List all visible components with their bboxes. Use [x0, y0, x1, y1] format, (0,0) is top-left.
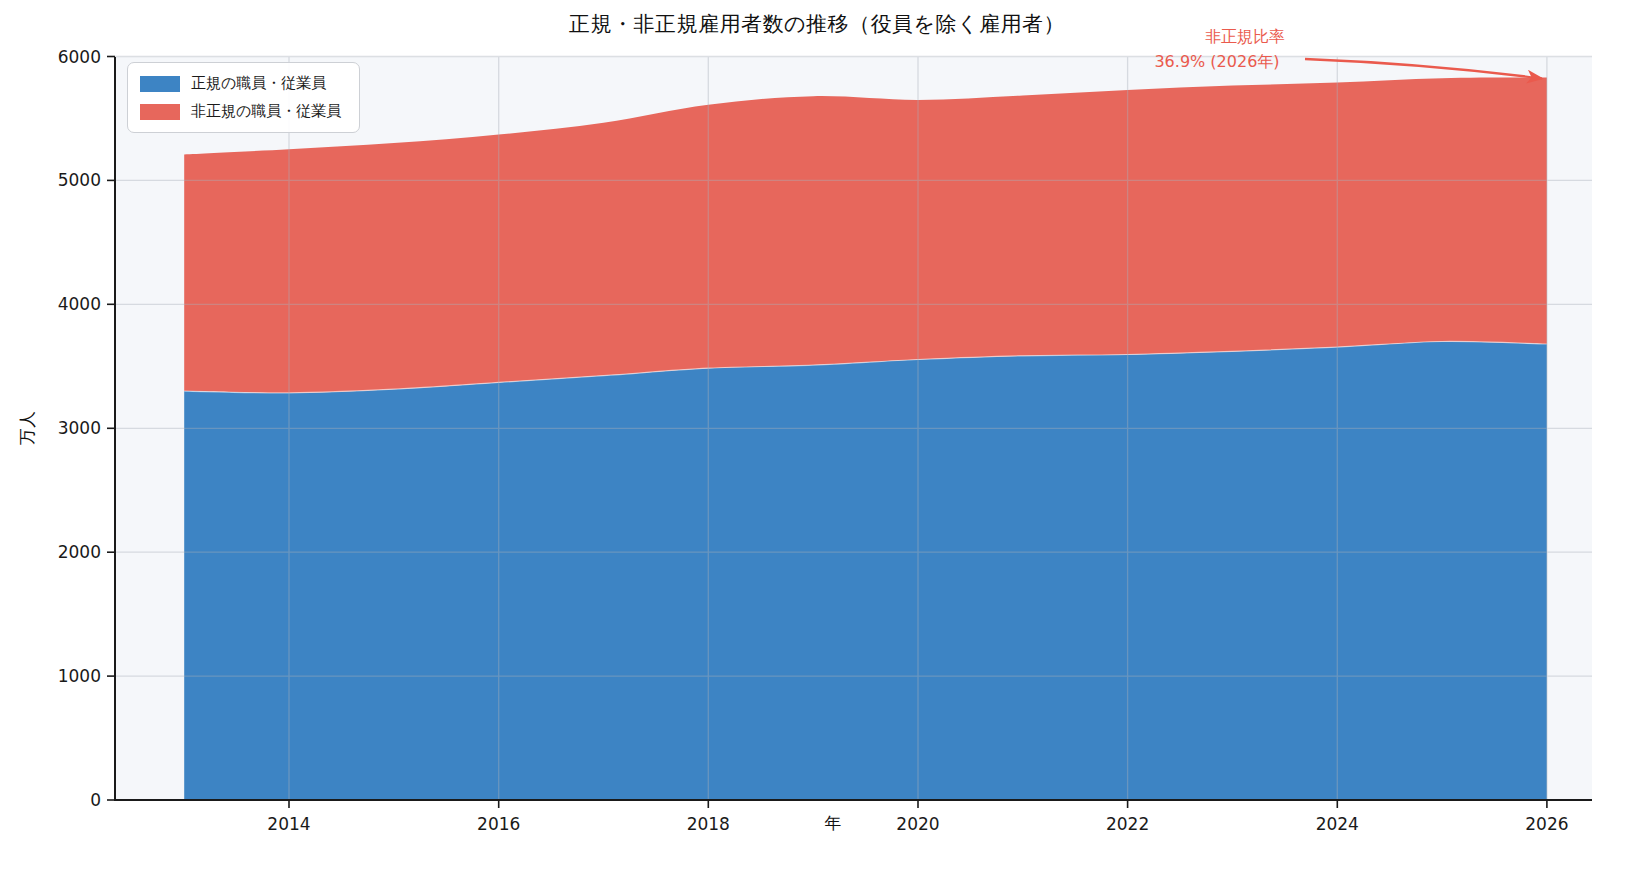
stacked-areas: [184, 78, 1547, 800]
svg-text:2000: 2000: [58, 542, 101, 562]
annotation-line1: 非正規比率: [1205, 27, 1285, 48]
svg-text:2026: 2026: [1525, 814, 1568, 834]
svg-text:4000: 4000: [58, 294, 101, 314]
legend-label-nonregular: 非正規の職員・従業員: [191, 102, 341, 121]
legend: 正規の職員・従業員 非正規の職員・従業員: [127, 62, 360, 133]
x-tick-labels: 2014 2016 2018 2020 2022 2024 2026: [267, 814, 1568, 834]
svg-text:2018: 2018: [687, 814, 730, 834]
legend-item-nonregular: 非正規の職員・従業員: [140, 102, 341, 121]
svg-text:2022: 2022: [1106, 814, 1149, 834]
y-tick-labels: 0 1000 2000 3000 4000 5000 6000: [58, 47, 101, 811]
legend-item-regular: 正規の職員・従業員: [140, 74, 341, 93]
legend-label-regular: 正規の職員・従業員: [191, 74, 326, 93]
x-axis-label: 年: [825, 812, 842, 835]
svg-text:2016: 2016: [477, 814, 520, 834]
legend-swatch-regular: [140, 76, 180, 92]
svg-text:3000: 3000: [58, 418, 101, 438]
legend-swatch-nonregular: [140, 104, 180, 120]
chart-title: 正規・非正規雇用者数の推移（役員を除く雇用者）: [569, 10, 1065, 38]
svg-text:2020: 2020: [896, 814, 939, 834]
svg-text:5000: 5000: [58, 170, 101, 190]
y-axis-label: 万人: [16, 411, 39, 445]
area-regular-employees: [184, 341, 1547, 800]
svg-text:0: 0: [90, 790, 101, 810]
svg-text:2014: 2014: [267, 814, 310, 834]
svg-text:6000: 6000: [58, 47, 101, 67]
svg-text:2024: 2024: [1316, 814, 1359, 834]
svg-text:1000: 1000: [58, 666, 101, 686]
annotation-line2: 36.9% (2026年): [1154, 52, 1279, 73]
figure: 2014 2016 2018 2020 2022 2024 2026 0 1000 2000 300…: [0, 0, 1630, 880]
